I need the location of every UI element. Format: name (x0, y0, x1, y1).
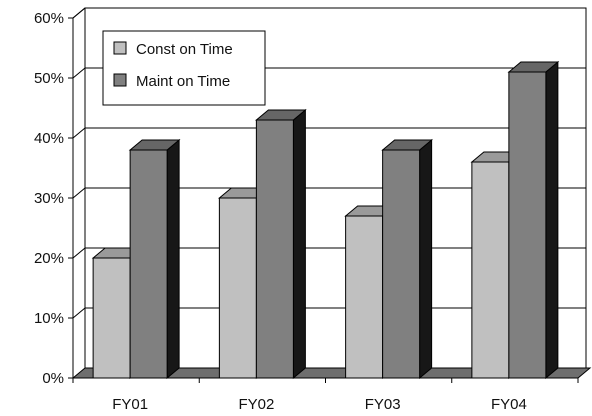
y-tick-label: 40% (34, 130, 64, 147)
bar (128, 138, 181, 380)
bars (91, 60, 560, 380)
bar-side (166, 138, 180, 380)
bar-front (471, 161, 510, 379)
bar-front (255, 119, 294, 379)
y-tick-label: 20% (34, 250, 64, 267)
bar (254, 108, 307, 380)
y-tick-label: 60% (34, 10, 64, 27)
bar-front (508, 71, 547, 379)
bar-front (92, 257, 131, 379)
y-tick-label: 10% (34, 310, 64, 327)
gridline-side (72, 247, 86, 259)
y-tick-label: 50% (34, 70, 64, 87)
bar (381, 138, 434, 380)
bar-side (292, 108, 306, 380)
y-tick-label: 30% (34, 190, 64, 207)
legend-label: Const on Time (136, 41, 233, 58)
bar-side (419, 138, 433, 380)
legend: Const on Time Maint on Time (102, 30, 266, 106)
x-tick-label: FY01 (112, 396, 148, 413)
bar-front (218, 197, 257, 379)
bar-side (545, 60, 559, 380)
legend-swatch (113, 41, 127, 55)
side-wall-top-edge (72, 7, 86, 19)
bar-front (382, 149, 421, 379)
x-tick-label: FY02 (238, 396, 274, 413)
legend-label: Maint on Time (136, 73, 230, 90)
bar (507, 60, 560, 380)
y-tick-label: 0% (42, 370, 64, 387)
y-tick-labels: 0% 10% 20% 30% 40% 50% 60% (34, 10, 64, 387)
legend-box (102, 30, 266, 106)
gridline-side (72, 307, 86, 319)
x-tick-label: FY04 (491, 396, 527, 413)
x-tick-labels: FY01 FY02 FY03 FY04 (112, 396, 527, 413)
gridline-side (72, 187, 86, 199)
x-tick-label: FY03 (365, 396, 401, 413)
gridline-side (72, 67, 86, 79)
legend-swatch (113, 73, 127, 87)
bar-front (129, 149, 168, 379)
gridline-side (72, 127, 86, 139)
bar-front (345, 215, 384, 379)
